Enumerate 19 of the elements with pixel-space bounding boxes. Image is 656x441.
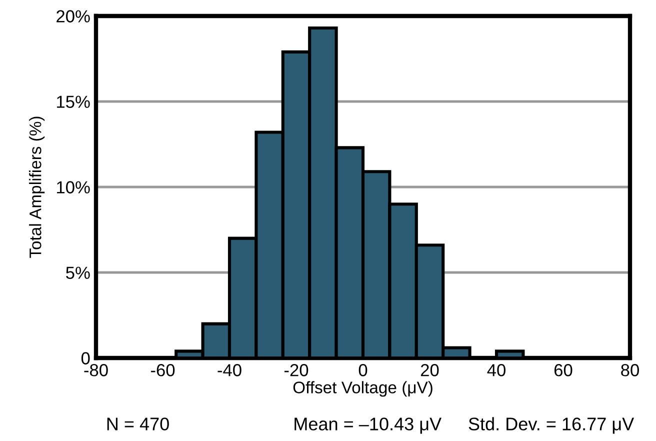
y-tick-label: 20% [56,10,90,22]
x-tick-label: -60 [150,364,175,376]
y-tick-label: 5% [66,266,90,279]
x-tick-label: -40 [218,364,242,376]
x-tick-label: 0 [358,364,368,376]
x-axis-title: Offset Voltage (μV) [293,381,432,397]
y-axis-title: Total Amplifiers (%) [29,116,45,258]
x-tick-label: -20 [284,364,308,376]
y-tick-label: 15% [57,96,90,108]
x-tick-label: 20 [420,364,439,376]
x-tick-label: 80 [621,364,639,376]
x-tick-label: 40 [487,364,506,376]
text: N = 470 [107,418,169,430]
x-tick-label: -80 [84,364,108,376]
text: Mean = –10.43 μV [294,418,442,434]
y-tick-label: 10% [57,181,90,194]
text: Std. Dev. = 16.77 μV [468,417,634,434]
y-tick-label: 0 [81,352,90,364]
x-tick-label: 60 [554,364,572,376]
